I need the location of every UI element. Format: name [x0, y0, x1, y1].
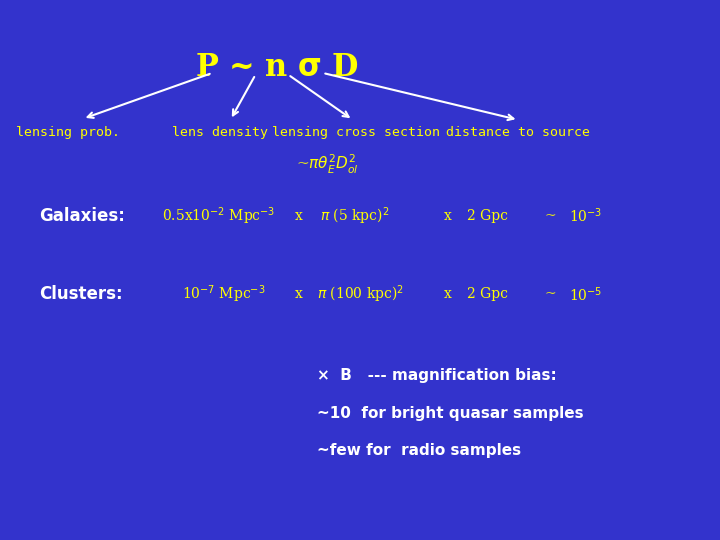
Text: Clusters:: Clusters:	[40, 285, 123, 303]
Text: P ~ n $\mathbf{\sigma}$ D: P ~ n $\mathbf{\sigma}$ D	[195, 52, 359, 83]
Text: lensing cross section: lensing cross section	[272, 126, 441, 139]
Text: ×  B   --- magnification bias:: × B --- magnification bias:	[317, 368, 557, 383]
Text: 10$^{-3}$: 10$^{-3}$	[569, 207, 602, 225]
Text: 0.5x10$^{-2}$ Mpc$^{-3}$: 0.5x10$^{-2}$ Mpc$^{-3}$	[162, 205, 275, 227]
Text: 2 Gpc: 2 Gpc	[467, 209, 508, 223]
Text: x: x	[295, 287, 302, 301]
Text: Galaxies:: Galaxies:	[40, 207, 125, 225]
Text: $\pi$ (100 kpc)$^2$: $\pi$ (100 kpc)$^2$	[317, 284, 404, 305]
Text: x: x	[444, 209, 451, 223]
Text: ~$\pi\theta_E^2 D_{ol}^2$: ~$\pi\theta_E^2 D_{ol}^2$	[296, 153, 359, 176]
Text: ~few for  radio samples: ~few for radio samples	[317, 443, 521, 458]
Text: x: x	[295, 209, 302, 223]
Text: x: x	[444, 287, 451, 301]
Text: 10$^{-5}$: 10$^{-5}$	[569, 285, 602, 303]
Text: $\pi$ (5 kpc)$^2$: $\pi$ (5 kpc)$^2$	[320, 205, 390, 227]
Text: lens density: lens density	[171, 126, 268, 139]
Text: ~: ~	[545, 287, 557, 301]
Text: ~10  for bright quasar samples: ~10 for bright quasar samples	[317, 406, 583, 421]
Text: ~: ~	[545, 209, 557, 223]
Text: lensing prob.: lensing prob.	[17, 126, 120, 139]
Text: distance to source: distance to source	[446, 126, 590, 139]
Text: 2 Gpc: 2 Gpc	[467, 287, 508, 301]
Text: 10$^{-7}$ Mpc$^{-3}$: 10$^{-7}$ Mpc$^{-3}$	[182, 284, 266, 305]
